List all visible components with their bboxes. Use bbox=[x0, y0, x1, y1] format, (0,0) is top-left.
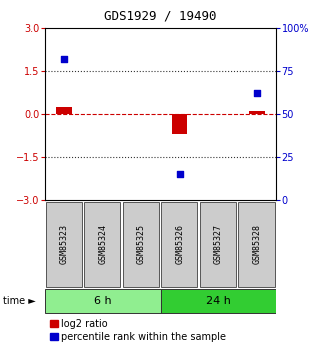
Text: GSM85326: GSM85326 bbox=[175, 224, 184, 264]
Legend: log2 ratio, percentile rank within the sample: log2 ratio, percentile rank within the s… bbox=[50, 319, 227, 342]
Text: GSM85323: GSM85323 bbox=[60, 224, 69, 264]
FancyBboxPatch shape bbox=[45, 288, 160, 313]
Bar bbox=[249, 111, 265, 114]
Bar bbox=[56, 107, 72, 114]
FancyBboxPatch shape bbox=[160, 288, 276, 313]
FancyBboxPatch shape bbox=[84, 202, 120, 287]
Point bbox=[62, 56, 67, 61]
Text: 6 h: 6 h bbox=[94, 296, 111, 306]
FancyBboxPatch shape bbox=[46, 202, 82, 287]
FancyBboxPatch shape bbox=[161, 202, 197, 287]
Text: 24 h: 24 h bbox=[206, 296, 231, 306]
Text: GSM85328: GSM85328 bbox=[252, 224, 261, 264]
Text: GDS1929 / 19490: GDS1929 / 19490 bbox=[104, 9, 217, 22]
Bar bbox=[172, 114, 187, 134]
Text: GSM85325: GSM85325 bbox=[137, 224, 146, 264]
Text: GSM85324: GSM85324 bbox=[98, 224, 107, 264]
Text: GSM85327: GSM85327 bbox=[214, 224, 223, 264]
FancyBboxPatch shape bbox=[123, 202, 159, 287]
Text: time ►: time ► bbox=[3, 296, 36, 306]
Point bbox=[177, 171, 182, 177]
FancyBboxPatch shape bbox=[238, 202, 274, 287]
Point bbox=[254, 90, 259, 96]
FancyBboxPatch shape bbox=[200, 202, 236, 287]
